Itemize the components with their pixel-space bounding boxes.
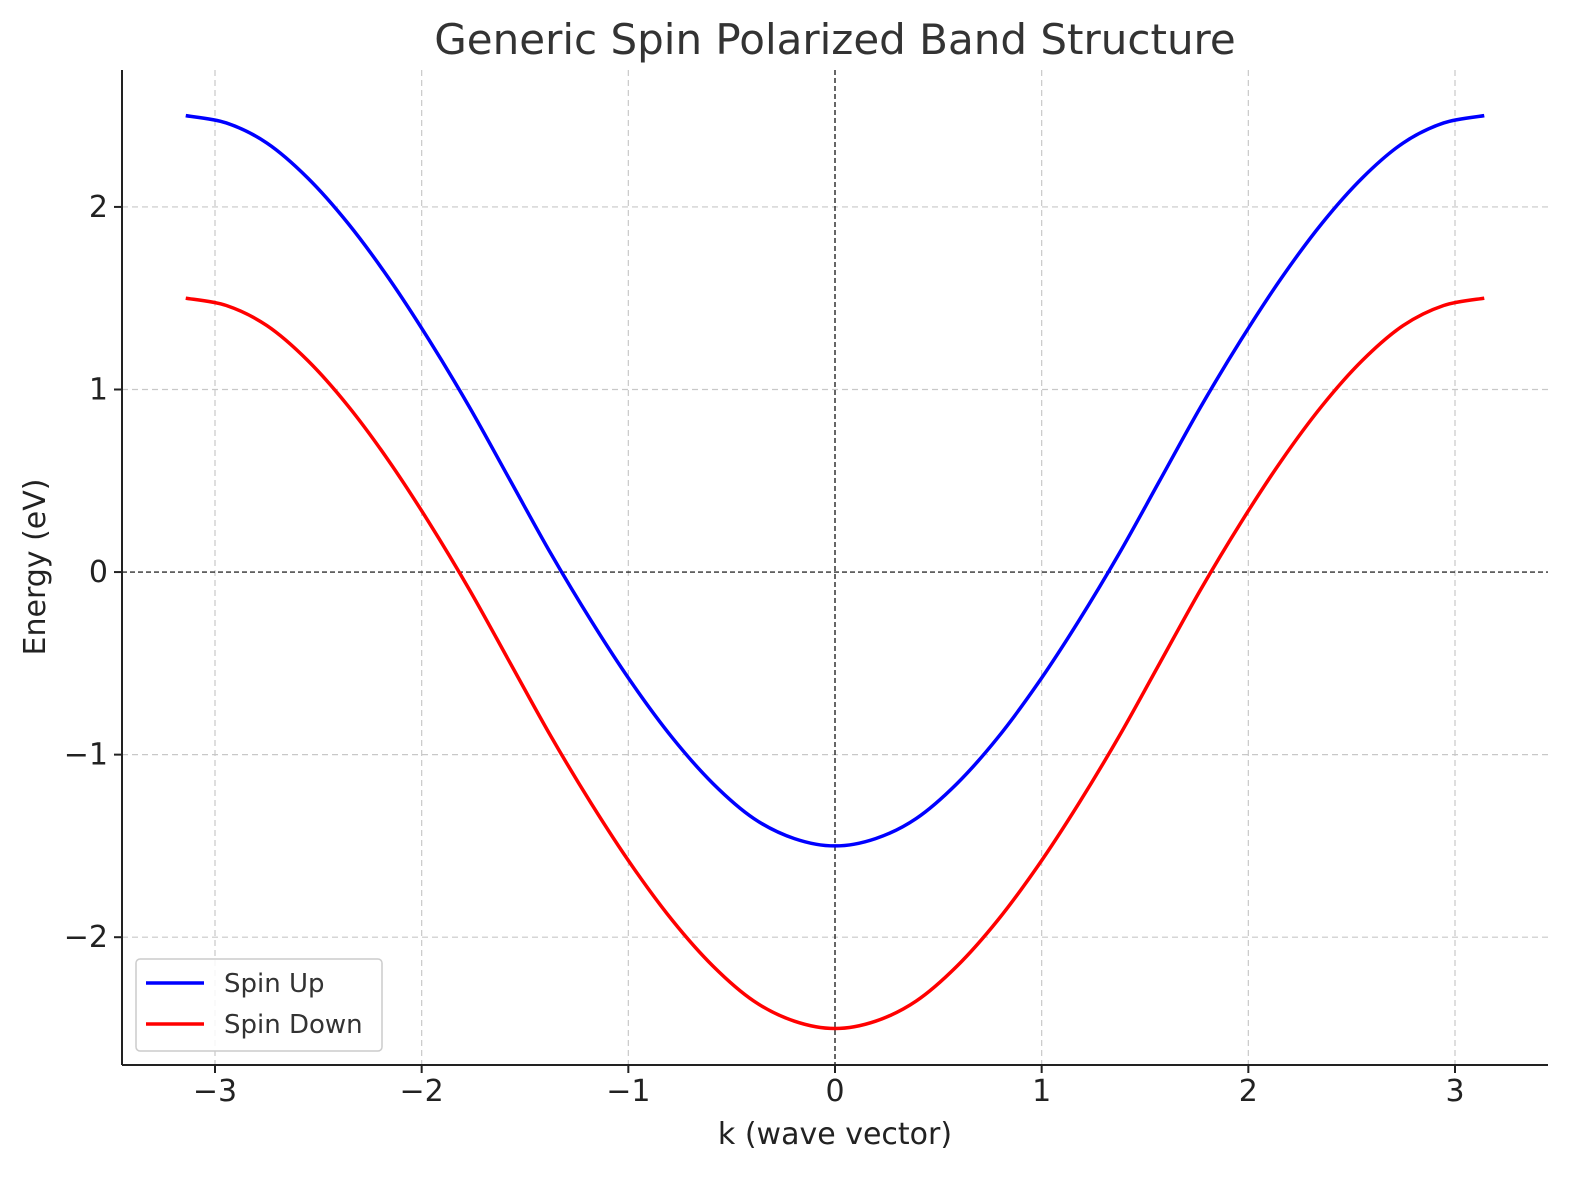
x-tick-label: 1: [1032, 1074, 1051, 1109]
y-tick-label: −2: [64, 920, 108, 955]
legend-label-spin-up: Spin Up: [224, 969, 325, 999]
x-tick-label: −1: [606, 1074, 650, 1109]
y-tick-label: 1: [89, 372, 108, 407]
x-tick-label: −3: [193, 1074, 237, 1109]
y-axis-label: Energy (eV): [18, 479, 53, 656]
legend: Spin Up Spin Down: [135, 958, 383, 1052]
y-tick-label: 2: [89, 190, 108, 225]
x-tick-label: 2: [1239, 1074, 1258, 1109]
x-tick-label: −2: [400, 1074, 444, 1109]
x-tick-label: 0: [825, 1074, 844, 1109]
reference-lines: [122, 70, 1548, 1065]
series-line-spin-up: [185, 113, 1485, 848]
ticks: −3 −2 −1 0 1 2 3 −2 −1 0 1 2: [64, 190, 1465, 1109]
y-tick-label: 0: [89, 555, 108, 590]
y-tick-label: −1: [64, 738, 108, 773]
x-axis-label: k (wave vector): [718, 1117, 952, 1152]
series-line-spin-down: [185, 296, 1485, 1031]
legend-label-spin-down: Spin Down: [224, 1010, 363, 1040]
chart-title: Generic Spin Polarized Band Structure: [434, 15, 1236, 64]
series-lines: [185, 113, 1485, 1031]
x-tick-label: 3: [1445, 1074, 1464, 1109]
